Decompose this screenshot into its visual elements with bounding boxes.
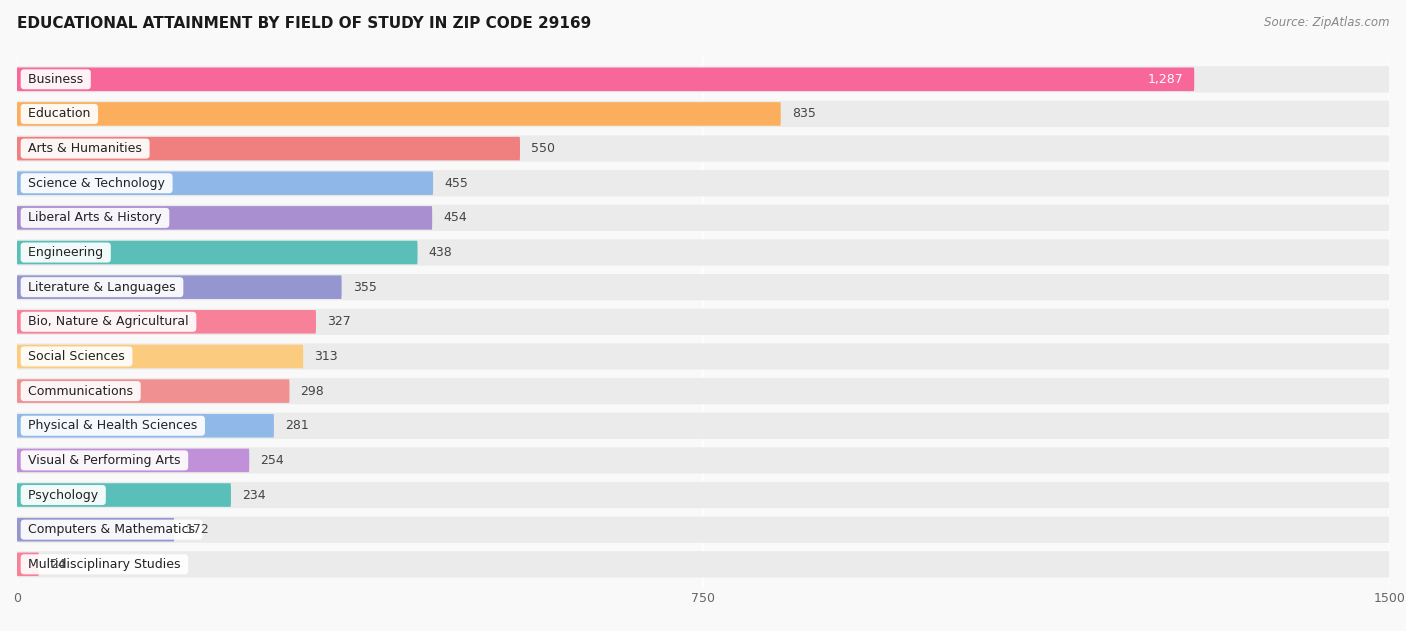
FancyBboxPatch shape xyxy=(17,275,342,299)
Text: 172: 172 xyxy=(186,523,209,536)
FancyBboxPatch shape xyxy=(17,136,1389,162)
FancyBboxPatch shape xyxy=(17,68,1194,91)
Text: 254: 254 xyxy=(260,454,284,467)
Text: Arts & Humanities: Arts & Humanities xyxy=(24,142,146,155)
Text: 24: 24 xyxy=(49,558,66,571)
FancyBboxPatch shape xyxy=(17,553,39,576)
FancyBboxPatch shape xyxy=(17,274,1389,300)
FancyBboxPatch shape xyxy=(17,518,174,541)
FancyBboxPatch shape xyxy=(17,170,1389,196)
Text: Literature & Languages: Literature & Languages xyxy=(24,281,180,293)
Text: Computers & Mathematics: Computers & Mathematics xyxy=(24,523,200,536)
FancyBboxPatch shape xyxy=(17,241,418,264)
FancyBboxPatch shape xyxy=(17,345,304,369)
FancyBboxPatch shape xyxy=(17,551,1389,577)
Text: 327: 327 xyxy=(328,316,350,328)
Text: Source: ZipAtlas.com: Source: ZipAtlas.com xyxy=(1264,16,1389,29)
Text: EDUCATIONAL ATTAINMENT BY FIELD OF STUDY IN ZIP CODE 29169: EDUCATIONAL ATTAINMENT BY FIELD OF STUDY… xyxy=(17,16,591,31)
FancyBboxPatch shape xyxy=(17,343,1389,370)
FancyBboxPatch shape xyxy=(17,482,1389,508)
Text: Visual & Performing Arts: Visual & Performing Arts xyxy=(24,454,184,467)
FancyBboxPatch shape xyxy=(17,517,1389,543)
Text: 835: 835 xyxy=(792,107,815,121)
FancyBboxPatch shape xyxy=(17,172,433,195)
Text: 281: 281 xyxy=(285,419,309,432)
FancyBboxPatch shape xyxy=(17,206,432,230)
Text: Education: Education xyxy=(24,107,94,121)
Text: 438: 438 xyxy=(429,246,453,259)
FancyBboxPatch shape xyxy=(17,483,231,507)
FancyBboxPatch shape xyxy=(17,66,1389,93)
FancyBboxPatch shape xyxy=(17,378,1389,404)
FancyBboxPatch shape xyxy=(17,102,780,126)
Text: 1,287: 1,287 xyxy=(1147,73,1184,86)
Text: Science & Technology: Science & Technology xyxy=(24,177,169,190)
FancyBboxPatch shape xyxy=(17,137,520,160)
Text: Multidisciplinary Studies: Multidisciplinary Studies xyxy=(24,558,184,571)
Text: 550: 550 xyxy=(531,142,555,155)
Text: 355: 355 xyxy=(353,281,377,293)
Text: Engineering: Engineering xyxy=(24,246,107,259)
FancyBboxPatch shape xyxy=(17,204,1389,231)
FancyBboxPatch shape xyxy=(17,379,290,403)
FancyBboxPatch shape xyxy=(17,309,1389,335)
FancyBboxPatch shape xyxy=(17,310,316,334)
Text: Bio, Nature & Agricultural: Bio, Nature & Agricultural xyxy=(24,316,193,328)
FancyBboxPatch shape xyxy=(17,447,1389,473)
Text: Liberal Arts & History: Liberal Arts & History xyxy=(24,211,166,225)
Text: 234: 234 xyxy=(242,488,266,502)
Text: 298: 298 xyxy=(301,385,325,398)
FancyBboxPatch shape xyxy=(17,239,1389,266)
Text: Physical & Health Sciences: Physical & Health Sciences xyxy=(24,419,201,432)
Text: 455: 455 xyxy=(444,177,468,190)
Text: Business: Business xyxy=(24,73,87,86)
FancyBboxPatch shape xyxy=(17,413,1389,439)
FancyBboxPatch shape xyxy=(17,414,274,437)
Text: Communications: Communications xyxy=(24,385,138,398)
Text: 454: 454 xyxy=(443,211,467,225)
FancyBboxPatch shape xyxy=(17,449,249,472)
FancyBboxPatch shape xyxy=(17,101,1389,127)
Text: 313: 313 xyxy=(314,350,337,363)
Text: Psychology: Psychology xyxy=(24,488,103,502)
Text: Social Sciences: Social Sciences xyxy=(24,350,129,363)
